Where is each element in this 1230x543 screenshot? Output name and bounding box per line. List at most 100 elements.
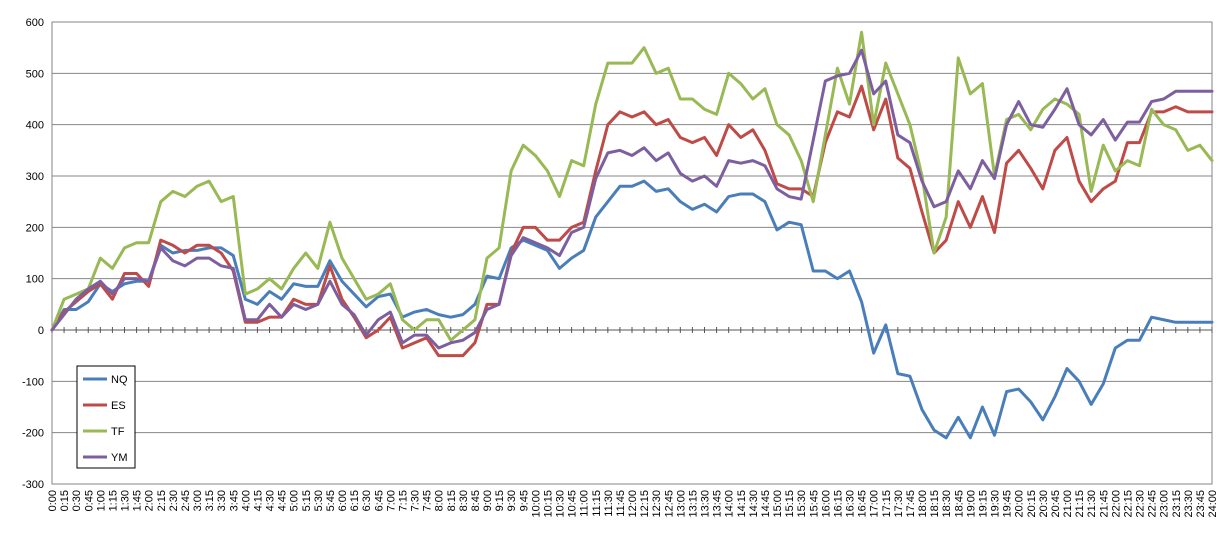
y-tick-label: 400 (26, 120, 44, 132)
x-tick-label: 21:00 (1062, 490, 1074, 518)
x-tick-label: 22:30 (1135, 490, 1147, 518)
x-tick-label: 8:00 (434, 490, 446, 511)
x-tick-label: 4:15 (252, 490, 264, 511)
x-tick-label: 0:00 (47, 490, 59, 511)
x-tick-label: 12:45 (663, 490, 675, 518)
x-tick-label: 12:00 (627, 490, 639, 518)
x-tick-label: 12:30 (651, 490, 663, 518)
series-line-ym (50, 48, 1214, 350)
x-tick-label: 5:15 (301, 490, 313, 511)
x-tick-label: 0:30 (71, 490, 83, 511)
x-tick-label: 19:00 (965, 490, 977, 518)
x-tick-label: 0:15 (59, 490, 71, 511)
y-tick-label: 300 (26, 171, 44, 183)
x-tick-label: 15:00 (772, 490, 784, 518)
x-tick-label: 12:15 (639, 490, 651, 518)
x-tick-label: 11:45 (615, 490, 627, 517)
y-tick-label: -300 (22, 479, 44, 491)
x-tick-label: 2:30 (168, 490, 180, 511)
x-tick-label: 8:45 (470, 490, 482, 511)
x-tick-label: 8:30 (458, 490, 470, 511)
series-lines (50, 30, 1214, 440)
x-tick-label: 2:00 (144, 490, 156, 511)
x-tick-label: 15:15 (784, 490, 796, 518)
x-tick-label: 10:15 (542, 490, 554, 518)
axes (51, 21, 1213, 485)
x-tick-label: 3:45 (228, 490, 240, 511)
x-tick-label: 4:45 (277, 490, 289, 511)
x-tick-label: 22:45 (1147, 490, 1159, 518)
y-tick-label: -200 (22, 428, 44, 440)
x-tick-label: 7:00 (385, 490, 397, 511)
x-tick-label: 2:15 (156, 490, 168, 511)
x-tick-label: 14:45 (760, 490, 772, 518)
x-tick-label: 14:30 (748, 490, 760, 518)
x-tick-label: 18:45 (953, 490, 965, 518)
x-tick-label: 23:15 (1171, 490, 1183, 518)
y-tick-labels: 600 500 400 300 200 100 0 -100 -200 -300 (22, 17, 44, 491)
x-tick-label: 7:15 (397, 490, 409, 511)
x-tick-label: 9:30 (506, 490, 518, 511)
x-tick-label: 20:00 (1014, 490, 1026, 518)
x-tick-label: 13:15 (687, 490, 699, 518)
x-tick-label: 9:45 (518, 490, 530, 511)
x-tick-label: 0:45 (83, 490, 95, 511)
x-tick-label: 21:30 (1086, 490, 1098, 518)
plot-area-border (51, 21, 1213, 485)
x-tick-label: 23:30 (1183, 490, 1195, 518)
x-tick-label: 18:00 (917, 490, 929, 518)
x-tick-label: 5:00 (289, 490, 301, 511)
legend-box (76, 365, 136, 469)
x-tick-label: 6:15 (349, 490, 361, 511)
series-line-tf (50, 30, 1214, 342)
x-tick-label: 21:15 (1074, 490, 1086, 518)
x-tick-label: 22:15 (1122, 490, 1134, 518)
x-tick-label: 6:30 (361, 490, 373, 511)
x-tick-label: 13:45 (712, 490, 724, 518)
x-tick-label: 23:45 (1195, 490, 1207, 518)
x-tick-label: 23:00 (1159, 490, 1171, 518)
x-tick-label: 1:45 (132, 490, 144, 511)
x-tick-label: 6:45 (373, 490, 385, 511)
x-tick-label: 17:15 (881, 490, 893, 518)
x-tick-label: 6:00 (337, 490, 349, 511)
x-tick-label: 8:15 (446, 490, 458, 511)
y-tick-label: 0 (38, 325, 44, 337)
x-tick-label: 19:45 (1002, 490, 1014, 518)
x-tick-label: 10:45 (567, 490, 579, 518)
x-tick-label: 11:30 (603, 490, 615, 517)
x-tick-label: 10:00 (530, 490, 542, 518)
x-tick-label: 20:30 (1038, 490, 1050, 518)
x-tick-label: 24:00 (1207, 490, 1219, 518)
legend-label-tf: TF (111, 426, 125, 438)
legend-label-es: ES (111, 400, 126, 412)
x-tick-label: 7:45 (422, 490, 434, 511)
x-tick-label: 1:15 (107, 490, 119, 511)
series-line-nq (50, 179, 1214, 440)
x-tick-label: 13:30 (700, 490, 712, 518)
x-tick-label: 3:00 (192, 490, 204, 511)
x-tick-label: 3:15 (204, 490, 216, 511)
x-tick-label: 18:30 (941, 490, 953, 518)
x-tick-label: 14:00 (724, 490, 736, 518)
x-tick-label: 9:00 (482, 490, 494, 511)
x-tick-label: 13:00 (675, 490, 687, 518)
y-tick-label: 200 (26, 222, 44, 234)
x-tick-label: 17:30 (893, 490, 905, 518)
x-tick-label: 15:45 (808, 490, 820, 518)
x-tick-label: 11:15 (591, 490, 603, 517)
x-tick-label: 10:30 (555, 490, 567, 518)
x-tick-label: 1:00 (95, 490, 107, 511)
x-tick-label: 3:30 (216, 490, 228, 511)
x-tick-label: 16:15 (832, 490, 844, 518)
x-tick-label: 21:45 (1098, 490, 1110, 518)
x-tick-label: 5:45 (325, 490, 337, 511)
x-tick-label: 17:00 (869, 490, 881, 518)
y-tick-label: 600 (26, 17, 44, 29)
y-tick-label: -100 (22, 376, 44, 388)
legend-label-ym: YM (111, 452, 128, 464)
x-tick-label: 9:15 (494, 490, 506, 511)
x-tick-label: 4:00 (240, 490, 252, 511)
x-tick-label: 20:15 (1026, 490, 1038, 518)
